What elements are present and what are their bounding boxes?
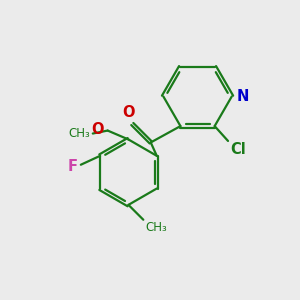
Text: O: O: [122, 106, 135, 121]
Text: O: O: [92, 122, 104, 136]
Text: N: N: [237, 89, 250, 104]
Text: F: F: [67, 159, 77, 174]
Text: CH₃: CH₃: [69, 127, 90, 140]
Text: CH₃: CH₃: [146, 221, 167, 234]
Text: Cl: Cl: [230, 142, 246, 158]
